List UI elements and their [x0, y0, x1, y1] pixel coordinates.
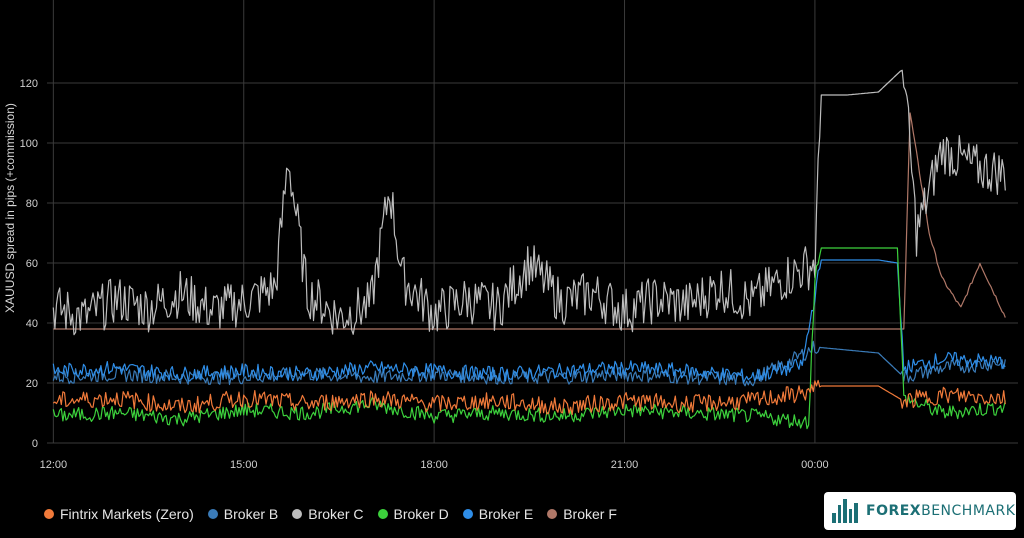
x-axis-ticks: 12:00 15:00 18:00 21:00 00:00 — [40, 459, 829, 471]
legend-label: Broker B — [223, 506, 279, 522]
x-tick-label: 12:00 — [40, 459, 68, 471]
x-tick-label: 15:00 — [230, 459, 258, 471]
chart-legend: Fintrix Markets (Zero) Broker B Broker C Br… — [44, 506, 617, 522]
legend-dot-icon — [377, 509, 388, 519]
legend-dot-icon — [44, 509, 54, 519]
y-tick-label: 100 — [20, 138, 38, 150]
y-tick-label: 60 — [26, 258, 38, 270]
logo-bars-icon — [832, 499, 858, 523]
legend-label: Broker C — [308, 506, 364, 522]
legend-item-6[interactable]: Broker F — [547, 506, 617, 522]
legend-item-2[interactable]: Broker B — [207, 506, 279, 522]
y-tick-label: 0 — [32, 438, 38, 450]
legend-dot-icon — [547, 509, 558, 519]
legend-label: Broker F — [563, 506, 617, 522]
x-tick-label: 00:00 — [801, 459, 829, 471]
y-axis-label: XAUUSD spread in pips (+commission) — [3, 103, 17, 313]
legend-item-3[interactable]: Broker C — [292, 506, 364, 522]
legend-item-4[interactable]: Broker D — [377, 506, 449, 522]
legend-label: Broker D — [393, 506, 449, 522]
series-line-4 — [52, 247, 1006, 430]
series-line-3 — [52, 69, 1006, 336]
y-tick-label: 20 — [26, 378, 38, 390]
legend-label: Fintrix Markets (Zero) — [60, 506, 194, 522]
legend-item-5[interactable]: Broker E — [462, 506, 534, 522]
legend-dot-icon — [462, 509, 473, 519]
legend-dot-icon — [207, 509, 218, 519]
series-line-5 — [52, 259, 1006, 384]
series-line-6 — [53, 112, 1006, 330]
legend-item-1[interactable]: Fintrix Markets (Zero) — [44, 506, 194, 522]
logo-text: FOREXBENCHMARK — [866, 503, 1016, 519]
y-tick-label: 80 — [26, 198, 38, 210]
y-tick-label: 120 — [20, 78, 38, 90]
legend-dot-icon — [292, 509, 303, 519]
forexbenchmark-logo: FOREXBENCHMARK — [824, 492, 1016, 530]
series-lines — [52, 69, 1006, 430]
y-axis-ticks: 0 20 40 60 80 100 120 — [20, 78, 38, 450]
legend-label: Broker E — [478, 506, 534, 522]
series-line-1 — [52, 379, 1006, 416]
x-tick-label: 18:00 — [420, 459, 448, 471]
y-tick-label: 40 — [26, 318, 38, 330]
x-tick-label: 21:00 — [611, 459, 639, 471]
